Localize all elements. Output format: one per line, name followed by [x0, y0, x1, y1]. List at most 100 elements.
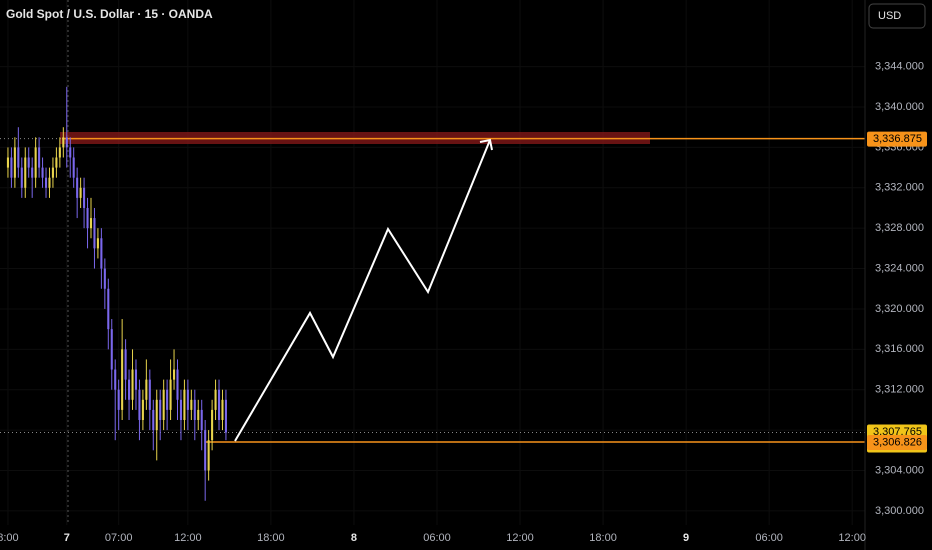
candle-body [17, 147, 20, 168]
candle-body [76, 177, 79, 198]
x-tick-label: 8:00 [0, 532, 19, 544]
candle-body [20, 167, 23, 188]
y-tick-label: 3,304.000 [875, 464, 924, 476]
x-tick-label: 12:00 [838, 532, 866, 544]
currency-button[interactable] [868, 3, 926, 29]
candle-body [166, 389, 169, 410]
x-tick-label: 06:00 [423, 532, 451, 544]
candle-body [124, 349, 127, 380]
axis-layer: 3,300.0003,304.0003,308.0003,312.0003,31… [0, 61, 927, 544]
candle-body [6, 157, 9, 168]
candle-body [197, 409, 200, 420]
candle-body [138, 389, 141, 420]
candle-body [103, 268, 106, 289]
candle-body [193, 399, 196, 420]
candle-body [83, 187, 86, 208]
candle-body [69, 147, 72, 158]
candle-body [183, 389, 186, 420]
projection-arrowhead [479, 138, 493, 151]
candle-body [186, 389, 189, 410]
x-tick-label: 07:00 [105, 532, 133, 544]
candle-body [93, 218, 96, 249]
candle-body [176, 369, 179, 400]
candle-body [51, 167, 54, 178]
x-tick-label: 06:00 [755, 532, 783, 544]
candle-body [96, 238, 99, 249]
candle-body [169, 379, 172, 410]
candle-body [204, 430, 207, 471]
candle-body [79, 187, 82, 198]
y-tick-label: 3,300.000 [875, 505, 924, 517]
candle-body [58, 147, 61, 158]
candle-body [86, 207, 89, 229]
candle-body [89, 218, 93, 229]
candle-body [55, 157, 58, 168]
candle-body [141, 399, 144, 420]
candle-body [152, 409, 155, 431]
candle-body [128, 379, 131, 400]
price-label-box [867, 434, 927, 450]
y-tick-label: 3,328.000 [875, 222, 924, 234]
y-tick-label: 3,316.000 [875, 343, 924, 355]
x-tick-label: 12:00 [174, 532, 202, 544]
x-tick-label: 18:00 [257, 532, 285, 544]
candle-body [179, 399, 182, 420]
candle-body [117, 389, 120, 410]
candle-body [200, 409, 203, 431]
candle-body [159, 399, 162, 420]
projection-path [234, 139, 491, 442]
y-tick-label: 3,312.000 [875, 384, 924, 396]
y-tick-label: 3,344.000 [875, 61, 924, 73]
candle-body [110, 329, 113, 370]
candle-body [214, 389, 217, 410]
y-tick-label: 3,340.000 [875, 101, 924, 113]
candle-body [62, 137, 65, 148]
x-tick-label: 8 [351, 532, 357, 544]
candle-body [145, 379, 148, 400]
candle-body [221, 399, 224, 420]
candle-body [31, 167, 34, 178]
candle-body [48, 177, 51, 188]
candle-body [114, 369, 117, 390]
candle-body [41, 167, 44, 178]
candle-body [173, 369, 176, 380]
x-tick-label: 7 [64, 532, 70, 544]
candle-body [27, 157, 30, 168]
grid-layer [0, 0, 865, 525]
y-tick-label: 3,324.000 [875, 262, 924, 274]
x-tick-label: 12:00 [506, 532, 534, 544]
candle-body [107, 288, 110, 330]
candle-body [38, 147, 41, 168]
price-label: 3,306.826 [873, 436, 922, 448]
candle-body [13, 147, 16, 178]
price-label: 3,307.765 [873, 426, 922, 438]
candle-body [207, 440, 210, 471]
candle-body [72, 157, 75, 178]
candle-body [155, 399, 158, 431]
price-label: 3,336.875 [873, 133, 922, 145]
currency-label[interactable]: USD [878, 10, 901, 22]
candle-body [148, 379, 151, 410]
candles [6, 86, 227, 501]
candle-body [10, 157, 13, 178]
price-lines [0, 137, 865, 443]
candle-body [34, 147, 37, 178]
candle-body [217, 389, 221, 420]
candle-body [162, 389, 165, 420]
candle-body [190, 399, 193, 410]
x-tick-label: 9 [683, 532, 689, 544]
candle-body [224, 399, 227, 433]
candle-body [131, 369, 134, 400]
chart-title: Gold Spot / U.S. Dollar · 15 · OANDA [6, 7, 213, 21]
candle-body [24, 157, 27, 188]
candle-body [134, 369, 138, 390]
candle-body [121, 349, 124, 410]
candle-body [44, 177, 48, 188]
x-tick-label: 18:00 [589, 532, 617, 544]
y-tick-label: 3,320.000 [875, 303, 924, 315]
y-tick-label: 3,332.000 [875, 182, 924, 194]
candle-body [211, 409, 214, 441]
candle-body [65, 137, 68, 148]
